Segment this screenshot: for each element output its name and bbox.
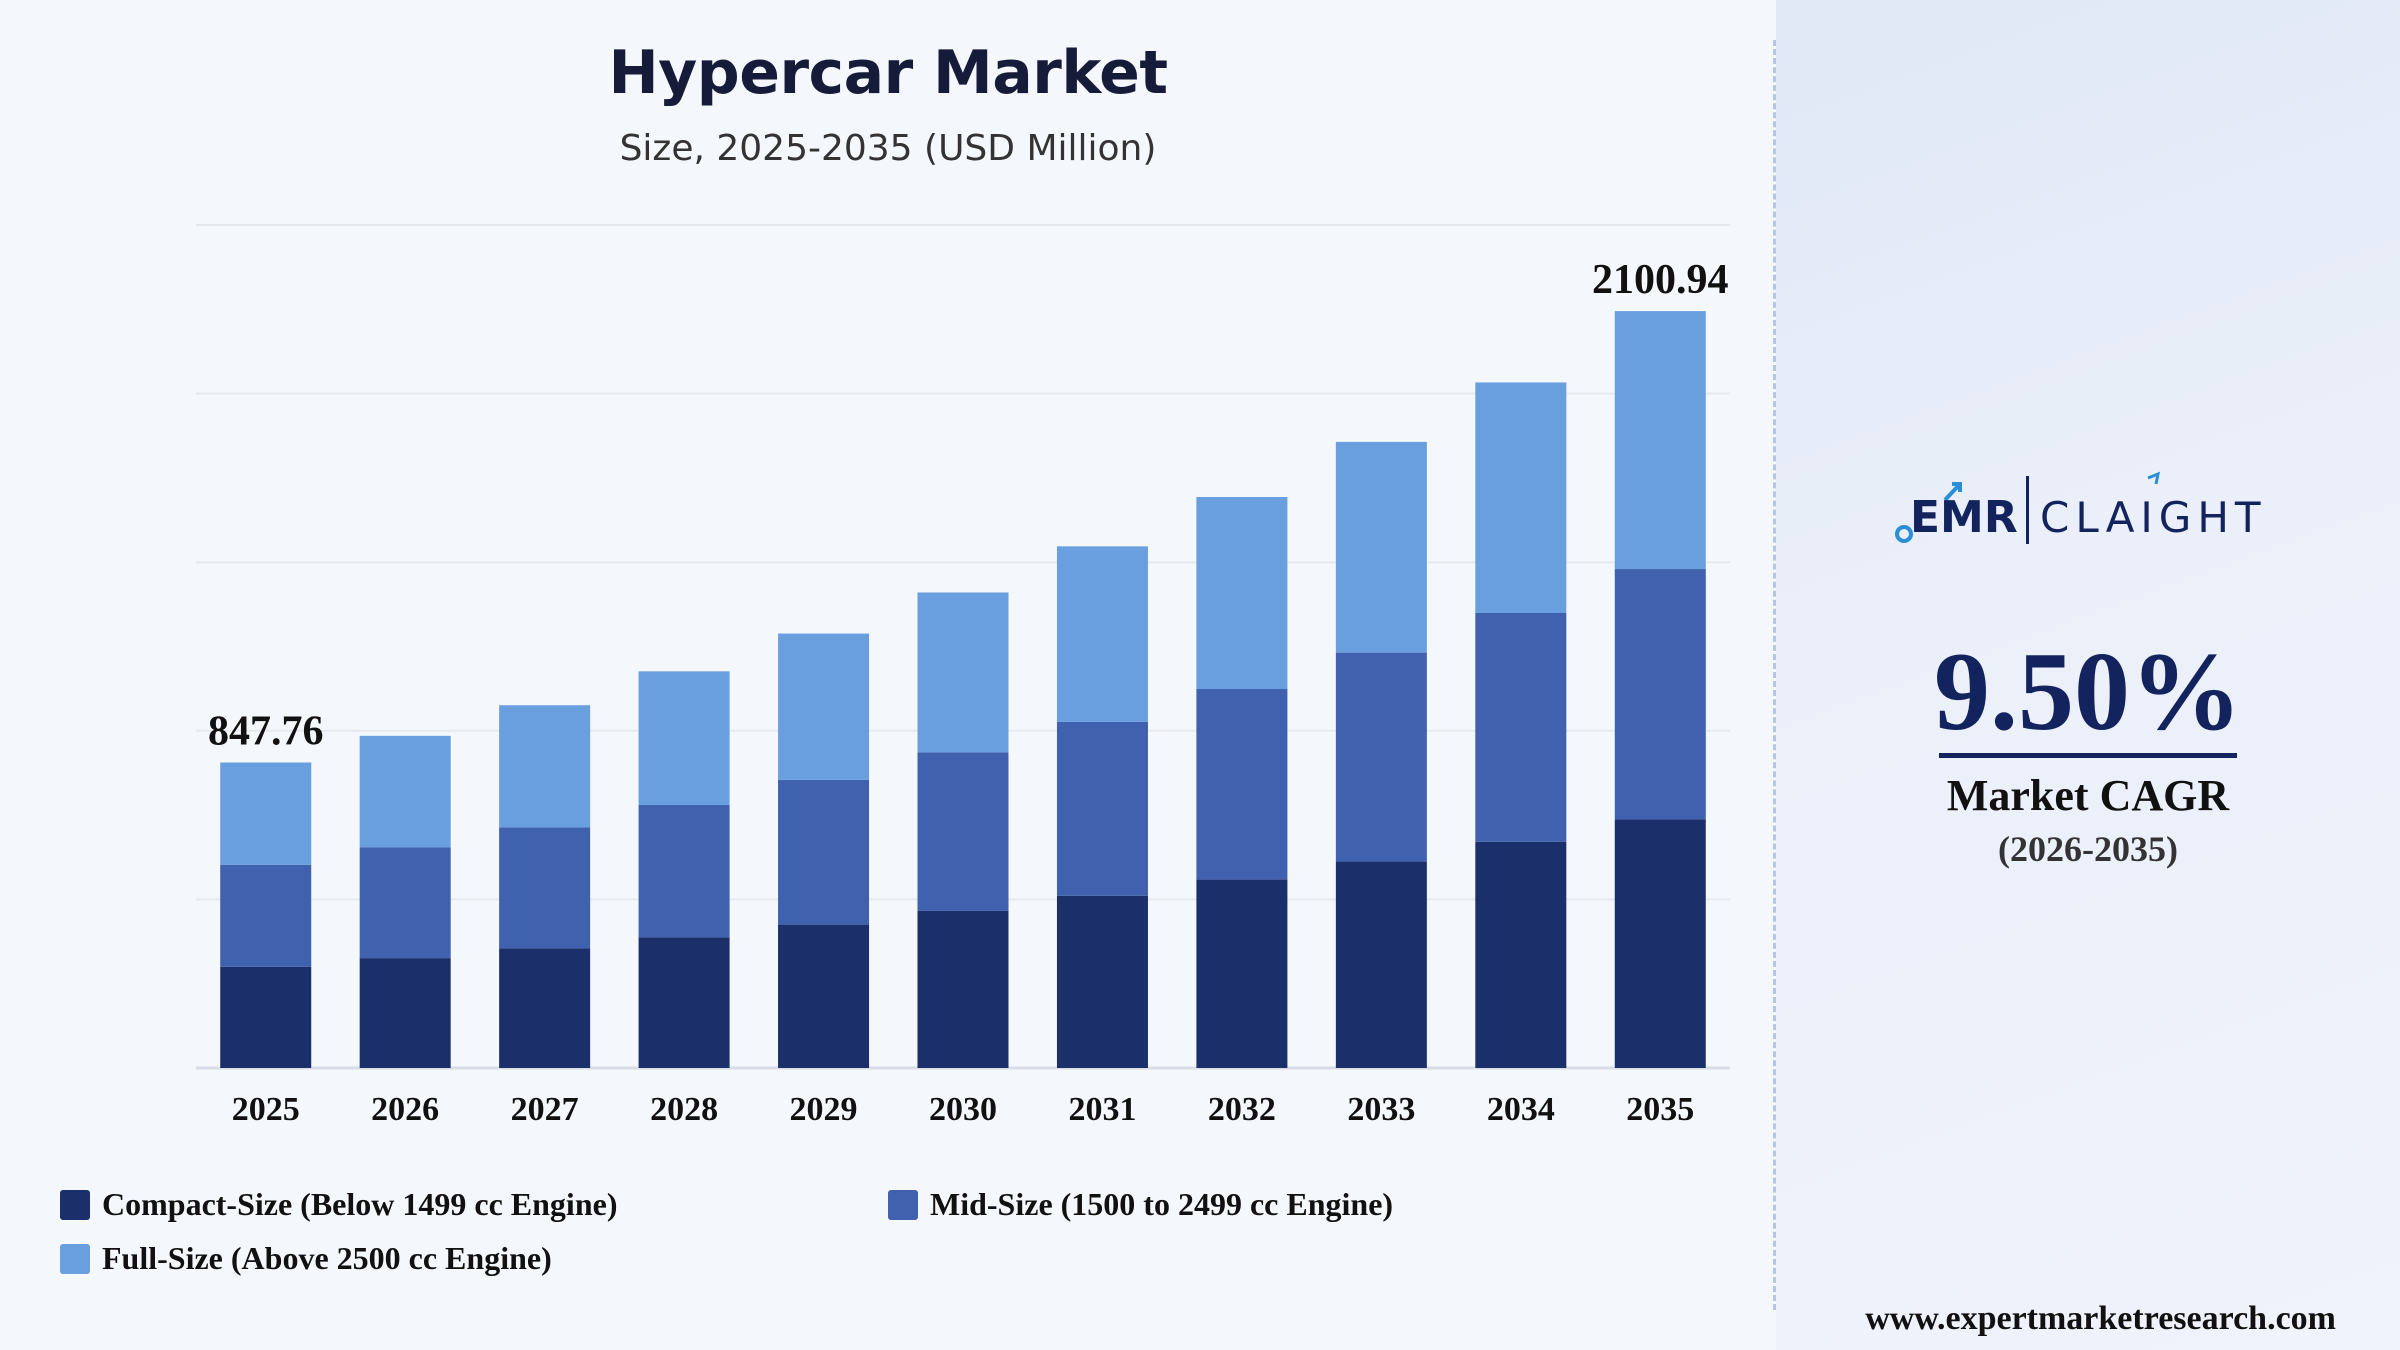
bar-segment-2027-series-2: [499, 827, 591, 949]
legend-swatch: [60, 1243, 90, 1274]
bar-segment-2031-series-1: [1056, 895, 1148, 1068]
chart-subtitle: Size, 2025-2035 (USD Million): [619, 128, 1157, 169]
panel-divider: [1773, 40, 1776, 1310]
bar-segment-2034-series-1: [1475, 841, 1567, 1068]
bar-segment-2032-series-3: [1196, 496, 1288, 690]
legend-item-1: Compact-Size (Below 1499 cc Engine): [60, 1186, 617, 1223]
bar-segment-2035-series-3: [1614, 311, 1706, 570]
data-label-2025: 847.76: [208, 709, 324, 755]
bar-segment-2031-series-2: [1056, 721, 1148, 896]
legend-swatch: [888, 1189, 918, 1220]
legend-swatch: [60, 1189, 90, 1220]
x-tick-label: 2029: [790, 1091, 858, 1128]
chart-title: Hypercar Market: [608, 38, 1168, 108]
bar-segment-2030-series-3: [917, 592, 1009, 753]
bar-segment-2034-series-2: [1475, 612, 1567, 842]
bar-segment-2026-series-3: [359, 735, 451, 848]
bar-segment-2029-series-3: [778, 633, 870, 780]
x-tick-label: 2027: [511, 1091, 579, 1128]
x-tick-label: 2032: [1208, 1091, 1276, 1128]
legend-label: Compact-Size (Below 1499 cc Engine): [102, 1186, 618, 1222]
cagr-label: Market CAGR: [1946, 771, 2230, 820]
bar-segment-2028-series-3: [638, 671, 730, 806]
x-tick-label: 2034: [1487, 1091, 1555, 1128]
data-label-2035: 2100.94: [1592, 257, 1729, 303]
legend-label: Full-Size (Above 2500 cc Engine): [102, 1240, 552, 1276]
legend-item-3: Full-Size (Above 2500 cc Engine): [60, 1240, 552, 1277]
logo-left-text: EMR: [1910, 492, 2018, 543]
bar-segment-2032-series-1: [1196, 879, 1288, 1068]
bar-segment-2032-series-2: [1196, 689, 1288, 880]
logo-icon: [1895, 482, 1962, 543]
bar-segment-2025-series-1: [220, 966, 312, 1068]
x-tick-label: 2035: [1626, 1091, 1694, 1128]
bar-segment-2026-series-2: [359, 847, 451, 959]
x-tick-label: 2028: [650, 1091, 718, 1128]
bar-segment-2030-series-1: [917, 910, 1009, 1068]
cagr-underline: [1939, 753, 2237, 758]
bar-segment-2028-series-1: [638, 937, 730, 1068]
bars: [220, 311, 1706, 1068]
logo-accent-icon: [2147, 471, 2161, 485]
bar-segment-2025-series-2: [220, 864, 312, 967]
bar-segment-2030-series-2: [917, 752, 1009, 911]
emr-claight-logo: EMR CLAIGHT: [1895, 471, 2267, 544]
bar-segment-2027-series-3: [499, 705, 591, 828]
side-panel: [1776, 0, 2400, 1350]
bar-segment-2035-series-1: [1614, 819, 1706, 1068]
x-tick-label: 2033: [1347, 1091, 1415, 1128]
bar-segment-2027-series-1: [499, 948, 591, 1068]
cagr-period: (2026-2035): [1998, 829, 2178, 869]
bar-segment-2033-series-1: [1335, 861, 1427, 1068]
bar-segment-2033-series-2: [1335, 652, 1427, 862]
website-link[interactable]: www.expertmarketresearch.com: [1865, 1300, 2336, 1337]
x-tick-label: 2026: [371, 1091, 439, 1128]
bar-segment-2029-series-1: [778, 924, 870, 1068]
bar-segment-2033-series-3: [1335, 441, 1427, 653]
bar-segment-2035-series-2: [1614, 569, 1706, 820]
data-labels: 847.76 2100.94: [208, 257, 1729, 754]
bar-segment-2029-series-2: [778, 779, 870, 925]
legend-item-2: Mid-Size (1500 to 2499 cc Engine): [888, 1186, 1393, 1223]
bar-segment-2025-series-3: [220, 762, 312, 865]
x-tick-label: 2030: [929, 1091, 997, 1128]
bar-segment-2034-series-3: [1475, 382, 1567, 613]
logo-separator: [2026, 476, 2029, 544]
bar-segment-2028-series-2: [638, 805, 730, 938]
logo-right-text: CLAIGHT: [2040, 493, 2267, 542]
cagr-value: 9.50%: [1934, 630, 2242, 754]
x-axis-ticks: 2025 2026 2027 2028 2029 2030 2031 2032 2033 2034…: [232, 1091, 1695, 1128]
bar-segment-2031-series-3: [1056, 546, 1148, 722]
legend-label: Mid-Size (1500 to 2499 cc Engine): [930, 1186, 1394, 1222]
bar-segment-2026-series-1: [359, 958, 451, 1068]
x-tick-label: 2031: [1068, 1091, 1136, 1128]
x-tick-label: 2025: [232, 1091, 300, 1128]
